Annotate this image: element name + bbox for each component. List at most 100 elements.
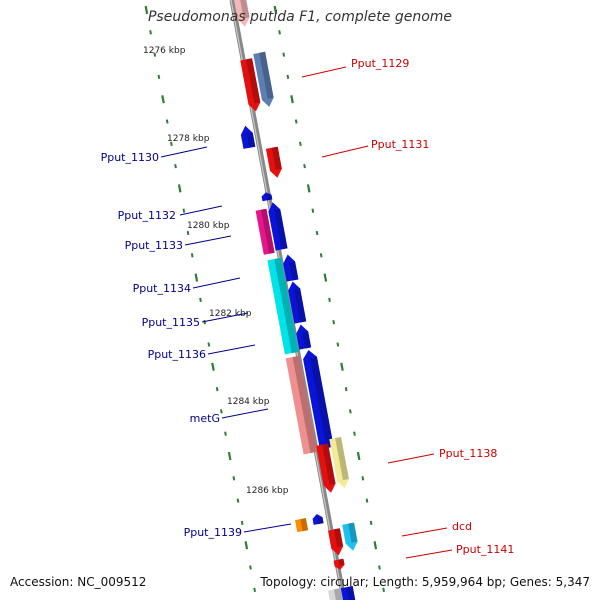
left-tick-track-tick <box>215 386 219 392</box>
right-tick-track-tick <box>340 362 344 371</box>
gene-metg-pink <box>285 355 318 455</box>
right-tick-track-tick <box>348 409 352 414</box>
left-tick-track-tick <box>211 362 215 371</box>
right-tick-track-tick <box>319 253 323 258</box>
gene-pput-1132-shade <box>261 208 275 254</box>
leader-pput-1129 <box>301 66 347 78</box>
gene-dcd-red-shade <box>333 528 344 548</box>
right-tick-track-tick <box>311 208 315 213</box>
right-tick-track-tick <box>378 565 381 570</box>
left-tick-track-tick <box>236 498 240 503</box>
gene-pput-1139-orange-shade <box>300 518 309 532</box>
left-tick-track-tick <box>177 184 182 193</box>
right-tick-track-tick <box>273 5 278 15</box>
left-tick-track-tick <box>219 409 223 414</box>
gene-small-a-shade <box>266 194 273 201</box>
right-tick-track-tick <box>332 320 336 325</box>
map-title: Pseudomonas putida F1, complete genome <box>147 9 453 25</box>
gene-pput-1135-shade <box>294 288 307 323</box>
label-pput-1133: Pput_1133 <box>125 239 183 252</box>
label-metg: metG <box>190 412 220 425</box>
gene-bottom-blue-shade <box>346 586 356 604</box>
gene-pput-1136-shade <box>302 331 312 349</box>
right-tick-track-tick <box>373 541 378 550</box>
gene-pput-1134 <box>267 257 299 355</box>
right-tick-track-tick <box>294 119 298 124</box>
tick-tracks <box>144 5 385 592</box>
gene-pput-1141 <box>333 558 345 570</box>
accession-label: Accession: NC_009512 <box>10 575 147 589</box>
right-tick-track-tick <box>303 163 306 169</box>
leader-pput-1131 <box>321 145 369 158</box>
right-tick-track-tick <box>353 431 356 436</box>
gene-pput-1139-shade <box>317 517 324 524</box>
leader-pput-1134 <box>192 277 241 289</box>
gene-pput-1128-partial <box>234 0 250 27</box>
gene-pput-1139 <box>312 514 324 525</box>
leader-pput-1132 <box>179 205 223 216</box>
leader-pput-1139 <box>243 523 292 533</box>
gene-pput-1137 <box>316 443 336 493</box>
ruler-label-1282: 1282 kbp <box>209 309 252 319</box>
gene-pput-1129 <box>253 51 274 107</box>
left-tick-track-tick <box>249 565 252 570</box>
leader-dcd <box>401 527 448 537</box>
reverse-gene-labels: Pput_1130 Pput_1132 Pput_1133 Pput_1134 … <box>101 151 242 539</box>
label-pput-1130: Pput_1130 <box>101 151 159 164</box>
label-pput-1141: Pput_1141 <box>456 543 514 556</box>
left-tick-track-tick <box>190 253 194 258</box>
gene-dcd-shade <box>348 522 358 543</box>
left-tick-track-tick <box>224 431 227 436</box>
leader-pput-1135 <box>201 312 249 323</box>
left-tick-track-tick <box>182 208 186 213</box>
right-tick-track-tick <box>356 451 361 461</box>
leader-pput-1138 <box>387 453 435 464</box>
gene-pput-1141-shade <box>338 558 345 566</box>
label-pput-1138: Pput_1138 <box>439 447 497 460</box>
gene-dcd-red <box>328 528 344 556</box>
gene-metg-pink-shade <box>292 355 318 454</box>
label-pput-1135: Pput_1135 <box>142 316 200 329</box>
gene-pput-1135 <box>288 281 307 324</box>
label-pput-1129: Pput_1129 <box>351 57 409 70</box>
gene-pput-1130 <box>240 125 256 149</box>
left-tick-track-tick <box>203 320 207 325</box>
gene-pput-1137-shade <box>322 443 336 485</box>
left-tick-track-tick <box>253 587 256 592</box>
right-tick-track-tick <box>361 476 365 481</box>
right-tick-track-tick <box>323 273 328 282</box>
gene-pput-1139-orange <box>295 518 309 533</box>
right-tick-track-tick <box>369 520 373 526</box>
gene-pput-1136 <box>296 324 312 350</box>
left-tick-track-tick <box>157 74 161 80</box>
leader-pput-1133 <box>184 235 232 246</box>
label-dcd: dcd <box>452 520 472 533</box>
gene-pput-1132 <box>255 208 275 255</box>
ruler-label-1278: 1278 kbp <box>167 134 210 144</box>
left-tick-track-tick <box>207 342 211 347</box>
left-tick-track-tick <box>161 95 165 104</box>
right-tick-track-tick <box>282 52 286 57</box>
gene-pput-1134-shade <box>274 257 299 354</box>
right-tick-track-tick <box>328 297 331 303</box>
right-tick-track-tick <box>278 30 281 35</box>
ruler-label-1276: 1276 kbp <box>143 46 186 56</box>
leader-pput-1136 <box>207 344 256 355</box>
left-tick-track-tick <box>227 451 232 461</box>
leader-lines <box>160 66 453 559</box>
right-tick-track-tick <box>290 95 294 104</box>
left-tick-track-tick <box>149 30 152 35</box>
gene-pput-1134-b-shade <box>289 261 299 281</box>
gene-pput-1130-shade <box>246 132 256 148</box>
left-tick-track-tick <box>232 476 236 481</box>
gene-pput-1129-shade <box>259 51 274 99</box>
leader-pput-1141 <box>405 549 453 559</box>
left-tick-track-tick <box>165 119 169 124</box>
gene-pput-1131-shade <box>271 146 282 170</box>
label-pput-1134: Pput_1134 <box>133 282 191 295</box>
left-tick-track-tick <box>186 230 190 236</box>
right-tick-track-tick <box>299 141 302 146</box>
left-tick-track-tick <box>240 520 244 526</box>
